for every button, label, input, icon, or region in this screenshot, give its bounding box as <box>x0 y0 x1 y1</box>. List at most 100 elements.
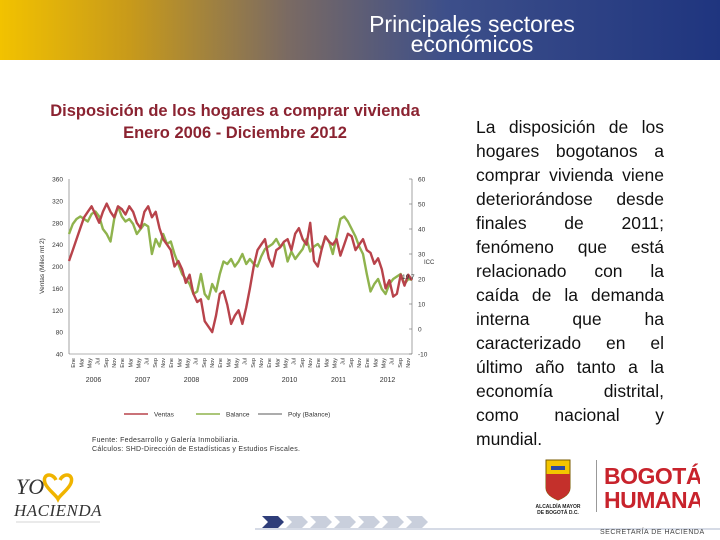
y-left-tick-label: 120 <box>52 308 63 315</box>
x-month-tick-label: Sep <box>251 358 257 368</box>
x-month-tick-label: Jul <box>96 358 102 365</box>
logo-divider <box>596 460 597 512</box>
chevron-right-icon <box>382 516 404 528</box>
legend-label: Ventas <box>154 412 175 419</box>
chart-labels: 36032028024020016012080406050403020100-1… <box>39 177 435 385</box>
x-month-tick-label: Jul <box>390 358 396 365</box>
x-month-tick-label: Mar <box>373 358 379 368</box>
x-month-tick-label: Sep <box>153 358 159 368</box>
x-month-tick-label: Jul <box>341 358 347 365</box>
chart-series <box>67 202 413 334</box>
header-banner: Principales sectores económicos <box>0 0 720 60</box>
chevron-right-icon <box>286 516 308 528</box>
x-year-label: 2008 <box>184 377 200 384</box>
alcaldia-label: ALCALDÍA MAYOR <box>536 502 581 510</box>
svg-text:DE BOGOTÁ D.C.: DE BOGOTÁ D.C. <box>537 509 579 516</box>
legend-label: Balance <box>226 412 250 419</box>
yo-hacienda-logo-text: YO <box>16 474 44 499</box>
x-year-label: 2009 <box>233 377 249 384</box>
x-month-tick-label: Nov <box>308 358 314 368</box>
chevron-right-icon <box>310 516 332 528</box>
y-right-tick-label: 60 <box>418 177 426 184</box>
footer-arrows-decoration <box>262 516 428 528</box>
y-right-tick-label: 30 <box>418 252 426 259</box>
x-month-tick-label: Jul <box>145 358 151 365</box>
y-left-tick-label: 80 <box>56 330 64 337</box>
y-left-tick-label: 280 <box>52 220 63 227</box>
hacienda-script: HACIENDA <box>13 501 102 520</box>
commentary-text: La disposición de los hogares bogotanos … <box>476 117 664 449</box>
x-month-tick-label: Nov <box>161 358 167 368</box>
chart-title-line-1: Disposición de los hogares a comprar viv… <box>50 102 420 120</box>
x-month-tick-label: May <box>185 358 191 369</box>
y-left-tick-label: 360 <box>52 177 63 184</box>
x-month-tick-label: Mar <box>324 358 330 368</box>
x-month-tick-label: Mar <box>79 358 85 368</box>
y-left-tick-label: 160 <box>52 286 63 293</box>
x-month-tick-label: Mar <box>226 358 232 368</box>
x-month-tick-label: Ene <box>218 358 224 368</box>
y-left-axis-title: Ventas (Miles mt 2) <box>39 238 46 294</box>
legend-label: Poly (Balance) <box>288 412 330 419</box>
footer-rule <box>255 528 720 530</box>
x-month-tick-label: Ene <box>267 358 273 368</box>
x-year-label: 2012 <box>380 377 396 384</box>
x-year-label: 2011 <box>331 377 346 384</box>
bogota-logo-line-1: BOGOTÁ <box>604 462 700 489</box>
y-right-axis-title: ICC <box>424 260 435 266</box>
x-month-tick-label: May <box>234 358 240 369</box>
series-line-balance <box>67 205 413 301</box>
x-month-tick-label: Nov <box>406 358 412 368</box>
x-year-label: 2007 <box>135 377 151 384</box>
source-line-2: Cálculos: SHD-Dirección de Estadísticas … <box>92 446 301 453</box>
y-right-tick-label: -10 <box>418 352 428 359</box>
source-line-1: Fuente: Fedesarrollo y Galería Inmobilia… <box>92 437 240 444</box>
page-title: Principales sectores económicos <box>369 11 575 57</box>
bogota-logo-line-2: HUMANA <box>604 487 700 512</box>
chart-source: Fuente: Fedesarrollo y Galería Inmobilia… <box>92 436 300 454</box>
x-month-tick-label: Sep <box>398 358 404 368</box>
x-month-tick-label: Ene <box>71 358 77 368</box>
y-left-tick-label: 200 <box>52 264 63 271</box>
x-month-tick-label: Ene <box>316 358 322 368</box>
y-left-tick-label: 320 <box>52 198 63 205</box>
bogota-humana-logo: BOGOTÁ HUMANA <box>604 462 700 512</box>
x-month-tick-label: May <box>87 358 93 369</box>
yo-hacienda-logo: YO HACIENDA <box>13 473 102 523</box>
x-month-tick-label: Jul <box>292 358 298 365</box>
x-month-tick-label: Mar <box>275 358 281 368</box>
chevron-right-icon <box>262 516 284 528</box>
x-month-tick-label: May <box>332 358 338 369</box>
x-month-tick-label: Mar <box>177 358 183 368</box>
chevron-right-icon <box>406 516 428 528</box>
x-month-tick-label: Mar <box>128 358 134 368</box>
chart: 36032028024020016012080406050403020100-1… <box>39 177 435 419</box>
chart-axes <box>68 178 413 355</box>
secretaria-label: SECRETARÍA DE HACIENDA <box>600 529 705 536</box>
x-year-label: 2006 <box>86 377 102 384</box>
x-month-tick-label: Nov <box>210 358 216 368</box>
x-month-tick-label: Nov <box>357 358 363 368</box>
x-month-tick-label: Sep <box>349 358 355 368</box>
y-right-tick-label: 20 <box>418 277 426 284</box>
heart-icon <box>42 473 74 503</box>
x-month-tick-label: Sep <box>300 358 306 368</box>
x-month-tick-label: May <box>283 358 289 369</box>
x-month-tick-label: Sep <box>202 358 208 368</box>
chart-title: Disposición de los hogares a comprar viv… <box>20 100 450 144</box>
x-month-tick-label: Jul <box>243 358 249 365</box>
x-month-tick-label: Ene <box>365 358 371 368</box>
y-right-tick-label: 0 <box>418 327 422 334</box>
x-month-tick-label: Ene <box>120 358 126 368</box>
x-month-tick-label: Nov <box>259 358 265 368</box>
chart-title-line-2: Enero 2006 - Diciembre 2012 <box>123 124 347 142</box>
x-month-tick-label: Jul <box>194 358 200 365</box>
alcaldia-logo: ALCALDÍA MAYOR DE BOGOTÁ D.C. <box>536 459 581 516</box>
chart-legend: Ventas Balance Poly (Balance) <box>124 412 330 419</box>
y-left-tick-label: 40 <box>56 352 64 359</box>
x-month-tick-label: May <box>136 358 142 369</box>
x-month-tick-label: Ene <box>169 358 175 368</box>
x-month-tick-label: Nov <box>112 358 118 368</box>
y-right-tick-label: 10 <box>418 302 426 309</box>
chart-annotation: 19,7 <box>402 274 415 281</box>
